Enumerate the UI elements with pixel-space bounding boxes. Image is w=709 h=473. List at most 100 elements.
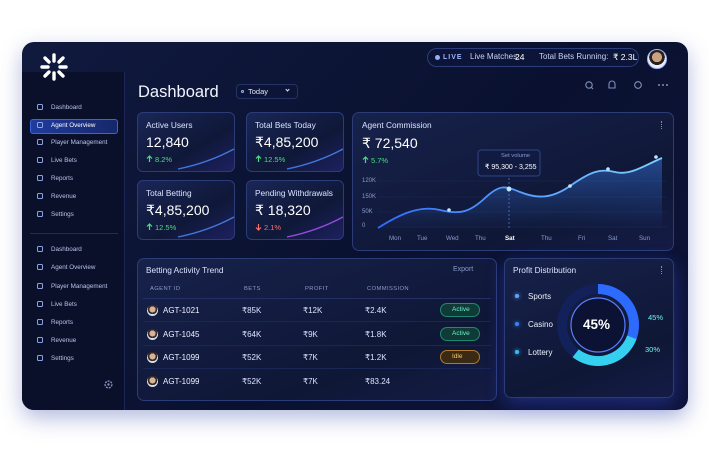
sidebar-icon xyxy=(37,139,43,145)
column-header: BETS xyxy=(244,286,261,292)
settings-icon[interactable] xyxy=(103,379,114,390)
table-cell: ₹1.8K xyxy=(365,330,387,339)
commission-value: ₹ 72,540 xyxy=(362,135,418,151)
live-status-bar xyxy=(427,48,639,67)
total-bets-label: Total Bets Running: xyxy=(539,52,609,61)
ring-label: 45% xyxy=(648,313,664,322)
activity-panel xyxy=(137,258,497,401)
table-cell: ₹7K xyxy=(303,377,318,386)
table-cell: ₹7K xyxy=(303,353,318,362)
card-change: 2.1% xyxy=(264,223,282,232)
table-cell: ₹2.4K xyxy=(365,306,387,315)
stat-card xyxy=(246,112,344,172)
panel-menu[interactable] xyxy=(661,266,663,274)
table-cell: ₹52K xyxy=(242,353,262,362)
logo xyxy=(40,53,68,81)
x-label: Sat xyxy=(608,235,618,242)
stat-card xyxy=(137,112,235,172)
table-cell: ₹9K xyxy=(303,330,318,339)
sidebar-item[interactable]: Player Management xyxy=(51,139,108,146)
table-cell: ₹52K xyxy=(242,377,262,386)
panel-title: Betting Activity Trend xyxy=(146,265,224,275)
status-pill xyxy=(440,303,480,317)
stat-card xyxy=(137,180,235,240)
x-label: Wed xyxy=(446,235,459,242)
status: Active xyxy=(452,329,470,337)
sidebar-item[interactable]: Settings xyxy=(51,355,74,362)
header-icons[interactable] xyxy=(583,79,678,93)
row-line xyxy=(143,368,491,369)
sidebar-icon xyxy=(37,337,43,343)
sidebar-item[interactable]: Live Bets xyxy=(51,301,77,308)
table-header-line xyxy=(143,298,491,299)
card-glow xyxy=(286,148,344,170)
sidebar-icon xyxy=(37,193,43,199)
total-bets: ₹ 2.3L xyxy=(613,52,638,62)
card-value: ₹4,85,200 xyxy=(146,202,210,218)
card-value: ₹ 18,320 xyxy=(255,202,311,218)
sidebar-item[interactable]: Reports xyxy=(51,319,74,326)
sidebar-item[interactable]: Settings xyxy=(51,211,74,218)
card-label: Total Bets Today xyxy=(255,120,316,130)
row-line xyxy=(143,321,491,322)
sidebar-icon xyxy=(37,211,43,217)
period-dot xyxy=(241,90,244,93)
sidebar-icon xyxy=(37,157,43,163)
table-cell: ₹1.2K xyxy=(365,353,387,362)
column-header: COMMISSION xyxy=(367,286,410,292)
card-label: Pending Withdrawals xyxy=(255,188,333,198)
table-cell: ₹12K xyxy=(303,306,323,315)
card-change: 8.2% xyxy=(155,155,173,164)
export[interactable]: Export xyxy=(453,266,474,273)
x-label: Fri xyxy=(578,235,586,242)
sidebar-item[interactable]: Reports xyxy=(51,175,74,182)
column-header: PROFIT xyxy=(305,286,329,292)
agent-avatar xyxy=(147,376,158,387)
x-label: Mon xyxy=(389,235,402,242)
x-label: Sun xyxy=(639,235,651,242)
sidebar-item[interactable]: Revenue xyxy=(51,337,77,344)
arrow-down xyxy=(255,224,262,231)
sidebar-item[interactable]: Player Management xyxy=(51,283,108,290)
commission-chart xyxy=(377,149,667,230)
panel-menu[interactable] xyxy=(661,121,663,129)
sidebar-item[interactable]: Revenue xyxy=(51,193,77,200)
sidebar-item[interactable]: Dashboard xyxy=(51,246,82,253)
panel-title: Profit Distribution xyxy=(513,265,577,275)
sidebar-icon xyxy=(37,264,43,270)
y-label: 50K xyxy=(362,209,373,215)
period[interactable]: Today xyxy=(248,87,269,96)
card-label: Total Betting xyxy=(146,188,192,198)
sidebar-item[interactable]: Live Bets xyxy=(51,157,77,164)
donut-center: 45% xyxy=(583,317,611,332)
commission-change: 5.7% xyxy=(371,156,389,165)
status: Idle xyxy=(452,352,463,360)
card-glow xyxy=(286,216,344,238)
arrow-up xyxy=(255,155,262,162)
live-label: LIVE xyxy=(443,54,463,61)
arrow-up xyxy=(146,155,153,162)
live-matches-label: Live Matches: xyxy=(470,52,520,61)
legend-dot xyxy=(515,322,519,326)
stat-card xyxy=(246,180,344,240)
sidebar-item[interactable]: Agent Overview xyxy=(51,264,96,271)
sidebar-item[interactable]: Agent Overview xyxy=(51,122,96,129)
arrow-up xyxy=(362,156,369,163)
table-cell: ₹64K xyxy=(242,330,262,339)
ring-label: 30% xyxy=(645,345,661,354)
agent-avatar xyxy=(147,352,158,363)
sidebar-icon xyxy=(37,319,43,325)
x-label: Thu xyxy=(475,235,486,242)
tooltip-label: Set volume xyxy=(501,153,530,159)
card-value: ₹4,85,200 xyxy=(255,134,319,150)
period-select[interactable] xyxy=(236,84,298,99)
row-line xyxy=(143,345,491,346)
avatar[interactable] xyxy=(647,49,667,69)
y-label: 120K xyxy=(362,178,377,184)
profit-donut xyxy=(557,284,639,366)
sidebar-icon xyxy=(37,283,43,289)
legend-label: Sports xyxy=(528,292,552,301)
agent-avatar xyxy=(147,329,158,340)
sidebar-item[interactable]: Dashboard xyxy=(51,104,82,111)
